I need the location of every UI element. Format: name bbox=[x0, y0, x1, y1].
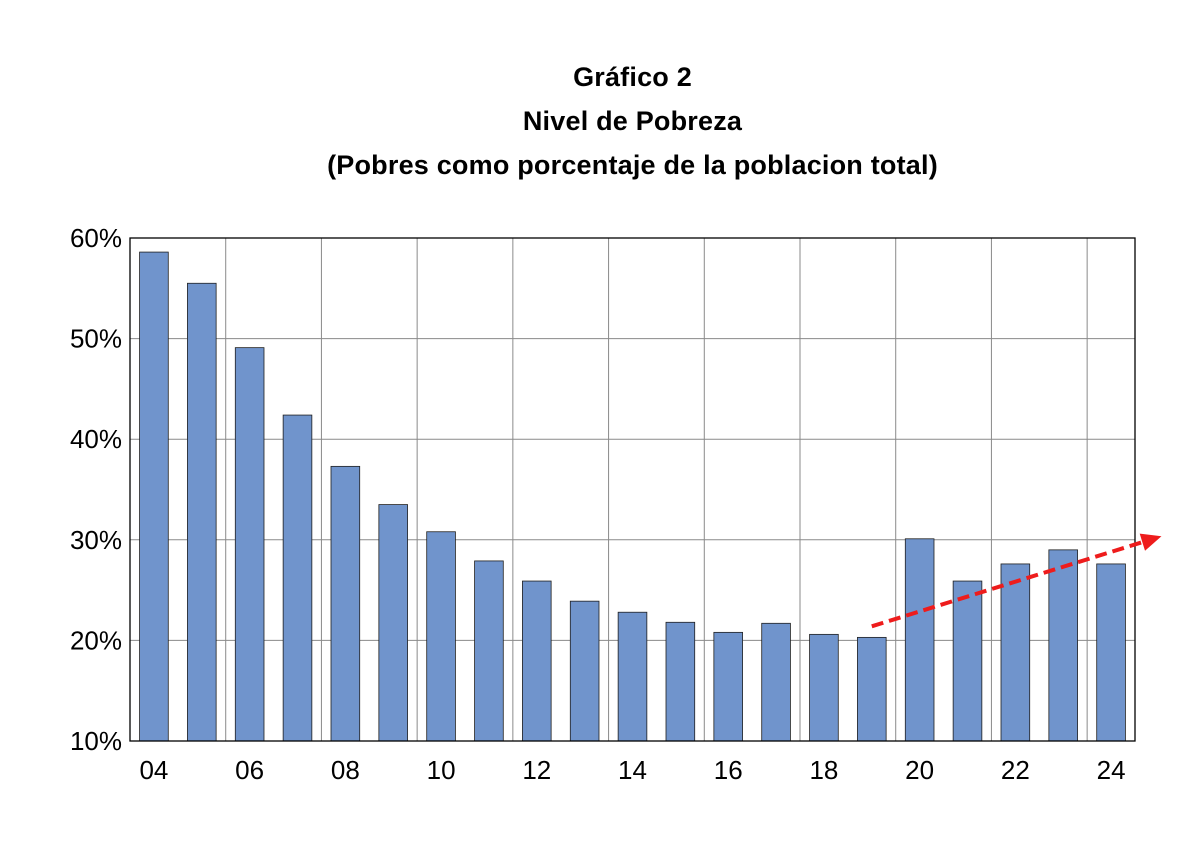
x-tick-label: 20 bbox=[905, 755, 934, 785]
x-tick-label: 04 bbox=[139, 755, 168, 785]
bar-23 bbox=[1048, 549, 1078, 742]
bar-13 bbox=[569, 600, 600, 742]
bar-04 bbox=[139, 251, 169, 742]
x-tick-label: 18 bbox=[809, 755, 838, 785]
bar-12 bbox=[522, 580, 552, 742]
bar-16 bbox=[713, 631, 743, 742]
bar-19 bbox=[857, 636, 887, 742]
chart-subtitle: Nivel de Pobreza bbox=[522, 106, 743, 136]
y-tick-label: 40% bbox=[70, 424, 122, 454]
x-tick-label: 22 bbox=[1001, 755, 1030, 785]
x-tick-label: 12 bbox=[522, 755, 551, 785]
bar-17 bbox=[761, 622, 791, 742]
x-tick-label: 06 bbox=[235, 755, 264, 785]
bar-10 bbox=[426, 531, 456, 742]
trend-arrow-head bbox=[1139, 533, 1162, 551]
bar-05 bbox=[187, 282, 217, 742]
y-tick-label: 10% bbox=[70, 726, 122, 756]
bar-14 bbox=[617, 611, 648, 742]
bar-09 bbox=[378, 504, 408, 742]
x-tick-label: 14 bbox=[618, 755, 647, 785]
bar-22 bbox=[1000, 563, 1031, 742]
x-tick-label: 24 bbox=[1097, 755, 1126, 785]
x-tick-label: 08 bbox=[331, 755, 360, 785]
bar-18 bbox=[809, 633, 839, 742]
bar-21 bbox=[952, 580, 983, 742]
chart-title-block: Gráfico 2 Nivel de Pobreza (Pobres como … bbox=[0, 55, 1200, 187]
trend-arrow-line bbox=[871, 537, 1151, 629]
bar-06 bbox=[234, 347, 265, 742]
y-tick-label: 20% bbox=[70, 625, 122, 655]
bar-08 bbox=[330, 465, 361, 742]
x-tick-label: 10 bbox=[427, 755, 456, 785]
x-tick-label: 16 bbox=[714, 755, 743, 785]
y-tick-label: 30% bbox=[70, 525, 122, 555]
plot-frame bbox=[129, 237, 1136, 742]
y-tick-label: 50% bbox=[70, 324, 122, 354]
bar-15 bbox=[665, 621, 696, 742]
chart-subtitle-note: (Pobres como porcentaje de la poblacion … bbox=[327, 150, 938, 180]
bar-20 bbox=[904, 538, 935, 742]
bar-24 bbox=[1096, 563, 1126, 742]
bar-07 bbox=[282, 414, 313, 742]
chart-title: Gráfico 2 bbox=[573, 62, 692, 92]
bar-11 bbox=[474, 560, 504, 742]
y-tick-label: 60% bbox=[70, 223, 122, 253]
